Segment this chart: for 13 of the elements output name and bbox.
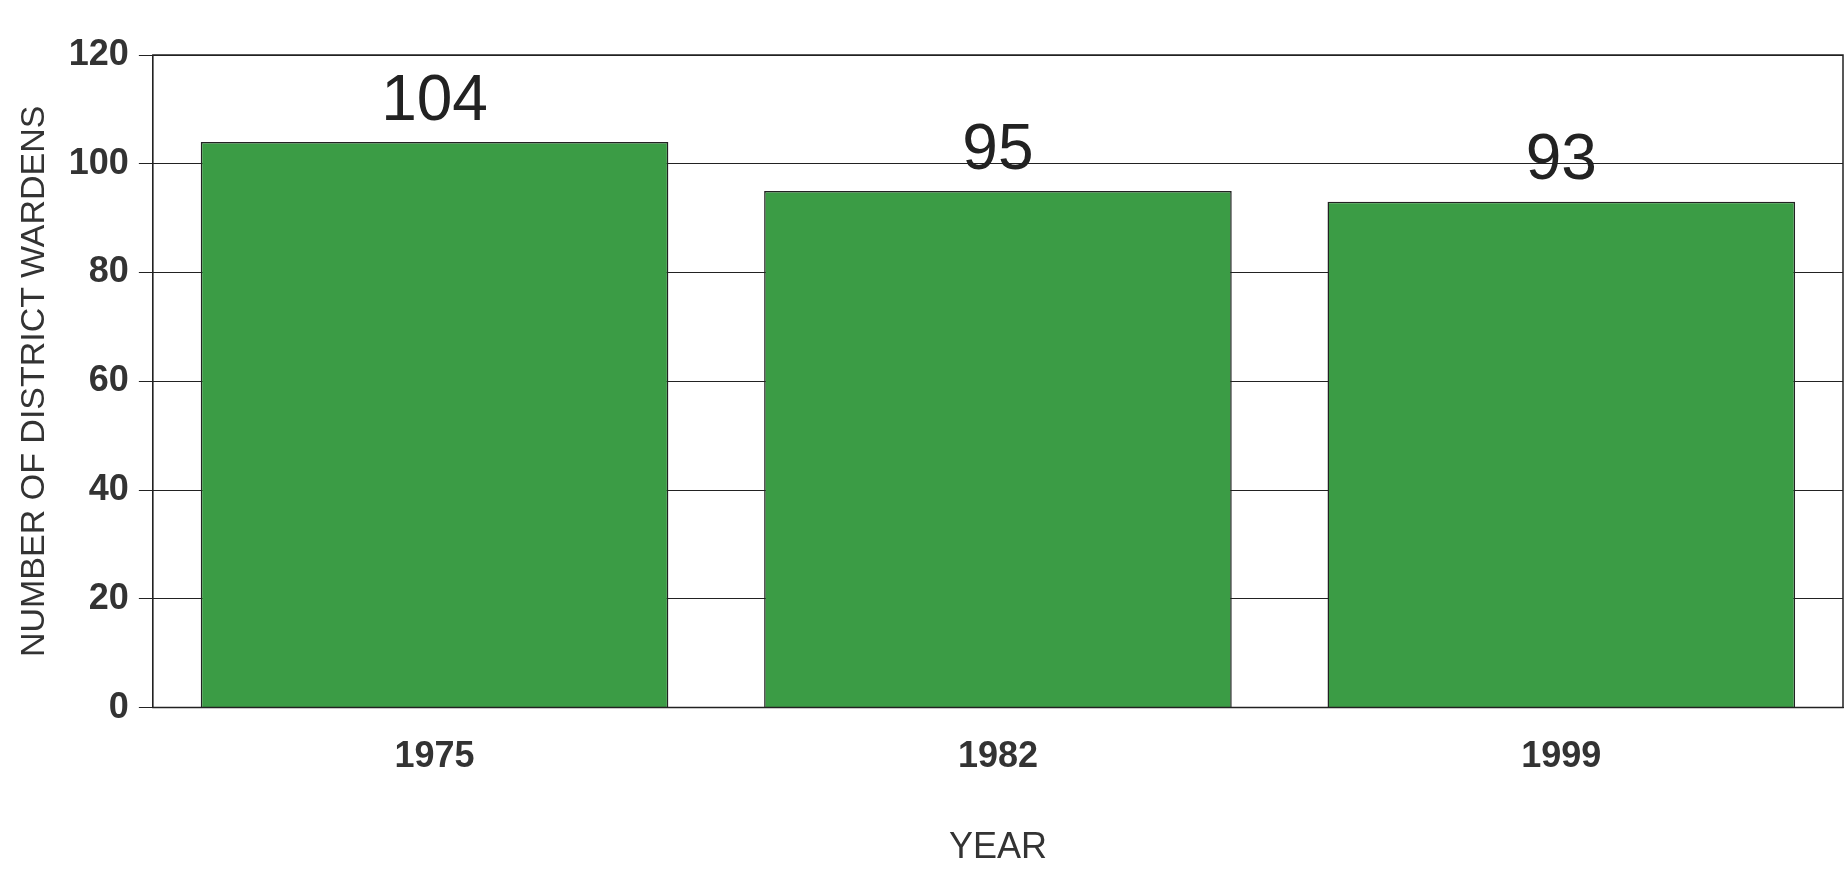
y-axis-title: NUMBER OF DISTRICT WARDENS [12, 105, 51, 658]
x-tick-label: 1982 [957, 734, 1038, 776]
x-axis-title: YEAR [948, 825, 1047, 867]
y-tick-label: 40 [88, 466, 129, 508]
y-tick-label: 20 [88, 575, 129, 617]
y-tick-label: 100 [68, 140, 129, 182]
y-tick-label: 80 [88, 249, 129, 291]
y-tick-label: 0 [108, 684, 129, 726]
x-tick-label: 1975 [394, 734, 475, 776]
y-tick-label: 60 [88, 358, 129, 400]
y-tick-label: 120 [68, 31, 129, 73]
x-tick-label: 1999 [1521, 734, 1602, 776]
data-label: 104 [381, 61, 488, 134]
